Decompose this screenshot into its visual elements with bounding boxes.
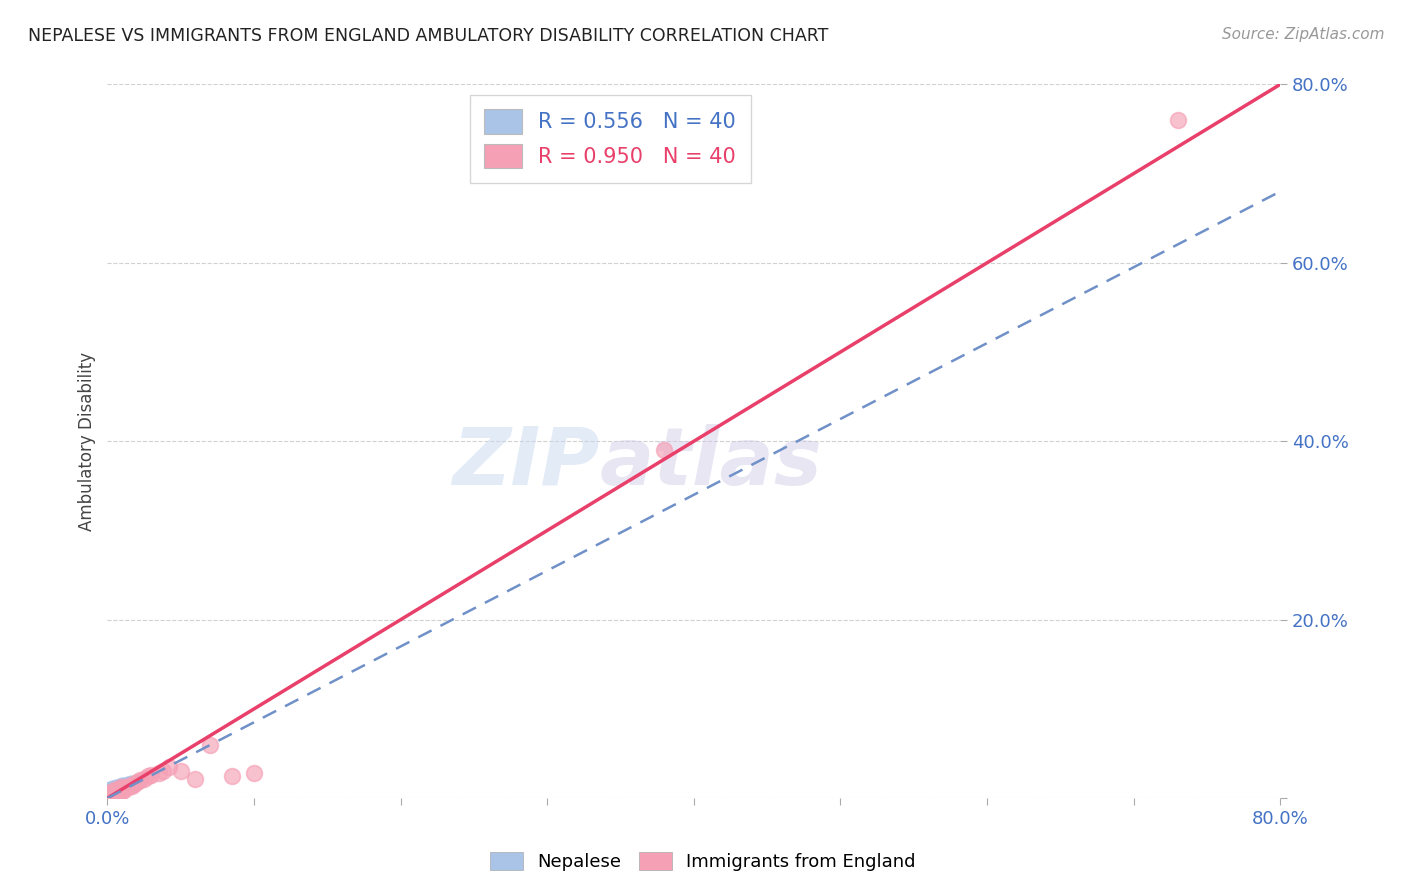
Point [97,783,120,797]
Point [221,769,243,783]
Point [97,788,120,802]
Point [243,766,266,780]
Point [125,775,148,789]
Point [198,738,221,752]
Point [104,786,127,800]
Point [104,787,127,801]
Point [110,785,132,799]
Point [128,773,150,788]
Point [97,789,120,804]
Point [120,776,142,790]
Point [98,789,121,803]
Point [111,778,134,792]
Point [115,779,138,793]
Point [98,785,121,799]
Point [112,783,135,797]
Point [110,780,132,795]
Point [105,780,128,795]
Point [97,787,120,801]
Point [104,783,127,797]
Point [103,786,125,800]
Point [107,781,129,796]
Point [654,443,676,458]
Point [101,782,124,797]
Point [111,780,134,795]
Point [115,780,138,795]
Point [101,784,124,798]
Point [110,779,132,793]
Point [101,787,124,801]
Point [114,778,136,792]
Text: ZIP: ZIP [453,424,600,501]
Point [105,786,128,800]
Point [107,783,129,797]
Text: atlas: atlas [600,424,823,501]
Point [184,772,207,786]
Point [107,787,129,801]
Point [105,785,128,799]
Point [98,786,121,800]
Point [98,782,121,797]
Legend: R = 0.556   N = 40, R = 0.950   N = 40: R = 0.556 N = 40, R = 0.950 N = 40 [470,95,751,183]
Point [104,789,127,803]
Point [98,789,121,803]
Point [170,764,193,779]
Point [120,778,142,792]
Point [122,777,145,791]
Point [108,784,131,798]
Point [125,775,148,789]
Point [117,780,139,794]
Point [117,777,139,791]
Point [107,780,129,794]
Point [152,764,174,779]
Point [138,769,160,783]
Point [107,782,129,797]
Text: Source: ZipAtlas.com: Source: ZipAtlas.com [1222,27,1385,42]
Point [157,760,180,774]
Point [121,779,143,793]
Point [97,789,120,803]
Point [141,768,163,782]
Point [122,777,145,791]
Point [105,782,128,797]
Y-axis label: Ambulatory Disability: Ambulatory Disability [79,351,96,531]
Point [103,788,125,802]
Point [108,782,131,797]
Point [104,783,127,797]
Point [103,781,125,796]
Point [98,787,121,801]
Point [114,781,136,796]
Point [132,772,155,786]
Point [110,781,132,796]
Text: NEPALESE VS IMMIGRANTS FROM ENGLAND AMBULATORY DISABILITY CORRELATION CHART: NEPALESE VS IMMIGRANTS FROM ENGLAND AMBU… [28,27,828,45]
Point [104,785,127,799]
Point [103,784,125,798]
Point [108,780,131,794]
Point [118,778,141,792]
Point [101,785,124,799]
Point [1166,113,1188,128]
Point [101,785,124,799]
Legend: Nepalese, Immigrants from England: Nepalese, Immigrants from England [484,845,922,879]
Point [111,782,134,797]
Point [105,784,128,798]
Point [101,788,124,802]
Point [148,766,170,780]
Point [103,787,125,801]
Point [103,784,125,798]
Point [112,780,135,794]
Point [101,789,124,803]
